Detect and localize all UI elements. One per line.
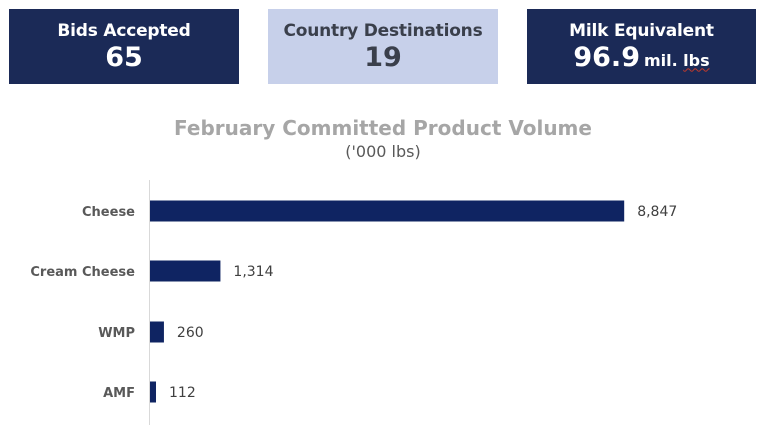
value-label: 112 [169, 385, 196, 401]
kpi-milk-equivalent: Milk Equivalent 96.9 mil. lbs [527, 9, 756, 84]
kpi-country-destinations: Country Destinations 19 [268, 9, 498, 84]
bar [150, 200, 625, 222]
chart-title: February Committed Product Volume [174, 116, 592, 140]
category-label: Cheese [82, 205, 135, 220]
value-label: 260 [177, 325, 204, 341]
kpi-milk-unit-prefix: mil. [643, 50, 678, 70]
kpi-milk-value: 96.9 [573, 41, 640, 73]
bar [150, 321, 164, 343]
kpi-bids-accepted: Bids Accepted 65 [9, 9, 239, 84]
kpi-countries-label: Country Destinations [283, 20, 483, 41]
kpi-countries-value: 19 [364, 41, 402, 73]
kpi-milk-label: Milk Equivalent [569, 20, 714, 41]
bar [150, 381, 157, 403]
category-label: Cream Cheese [30, 265, 135, 280]
chart-subtitle: ('000 lbs) [345, 142, 421, 161]
kpi-bids-label: Bids Accepted [57, 20, 191, 41]
value-label: 8,847 [637, 204, 677, 220]
category-label: AMF [103, 386, 135, 401]
kpi-milk-unit-suffix: lbs [683, 50, 710, 70]
category-label: WMP [98, 326, 135, 341]
bar [150, 260, 221, 282]
kpi-milk-value-row: 96.9 mil. lbs [573, 42, 709, 74]
value-label: 1,314 [233, 264, 273, 280]
kpi-bids-value: 65 [105, 41, 143, 73]
